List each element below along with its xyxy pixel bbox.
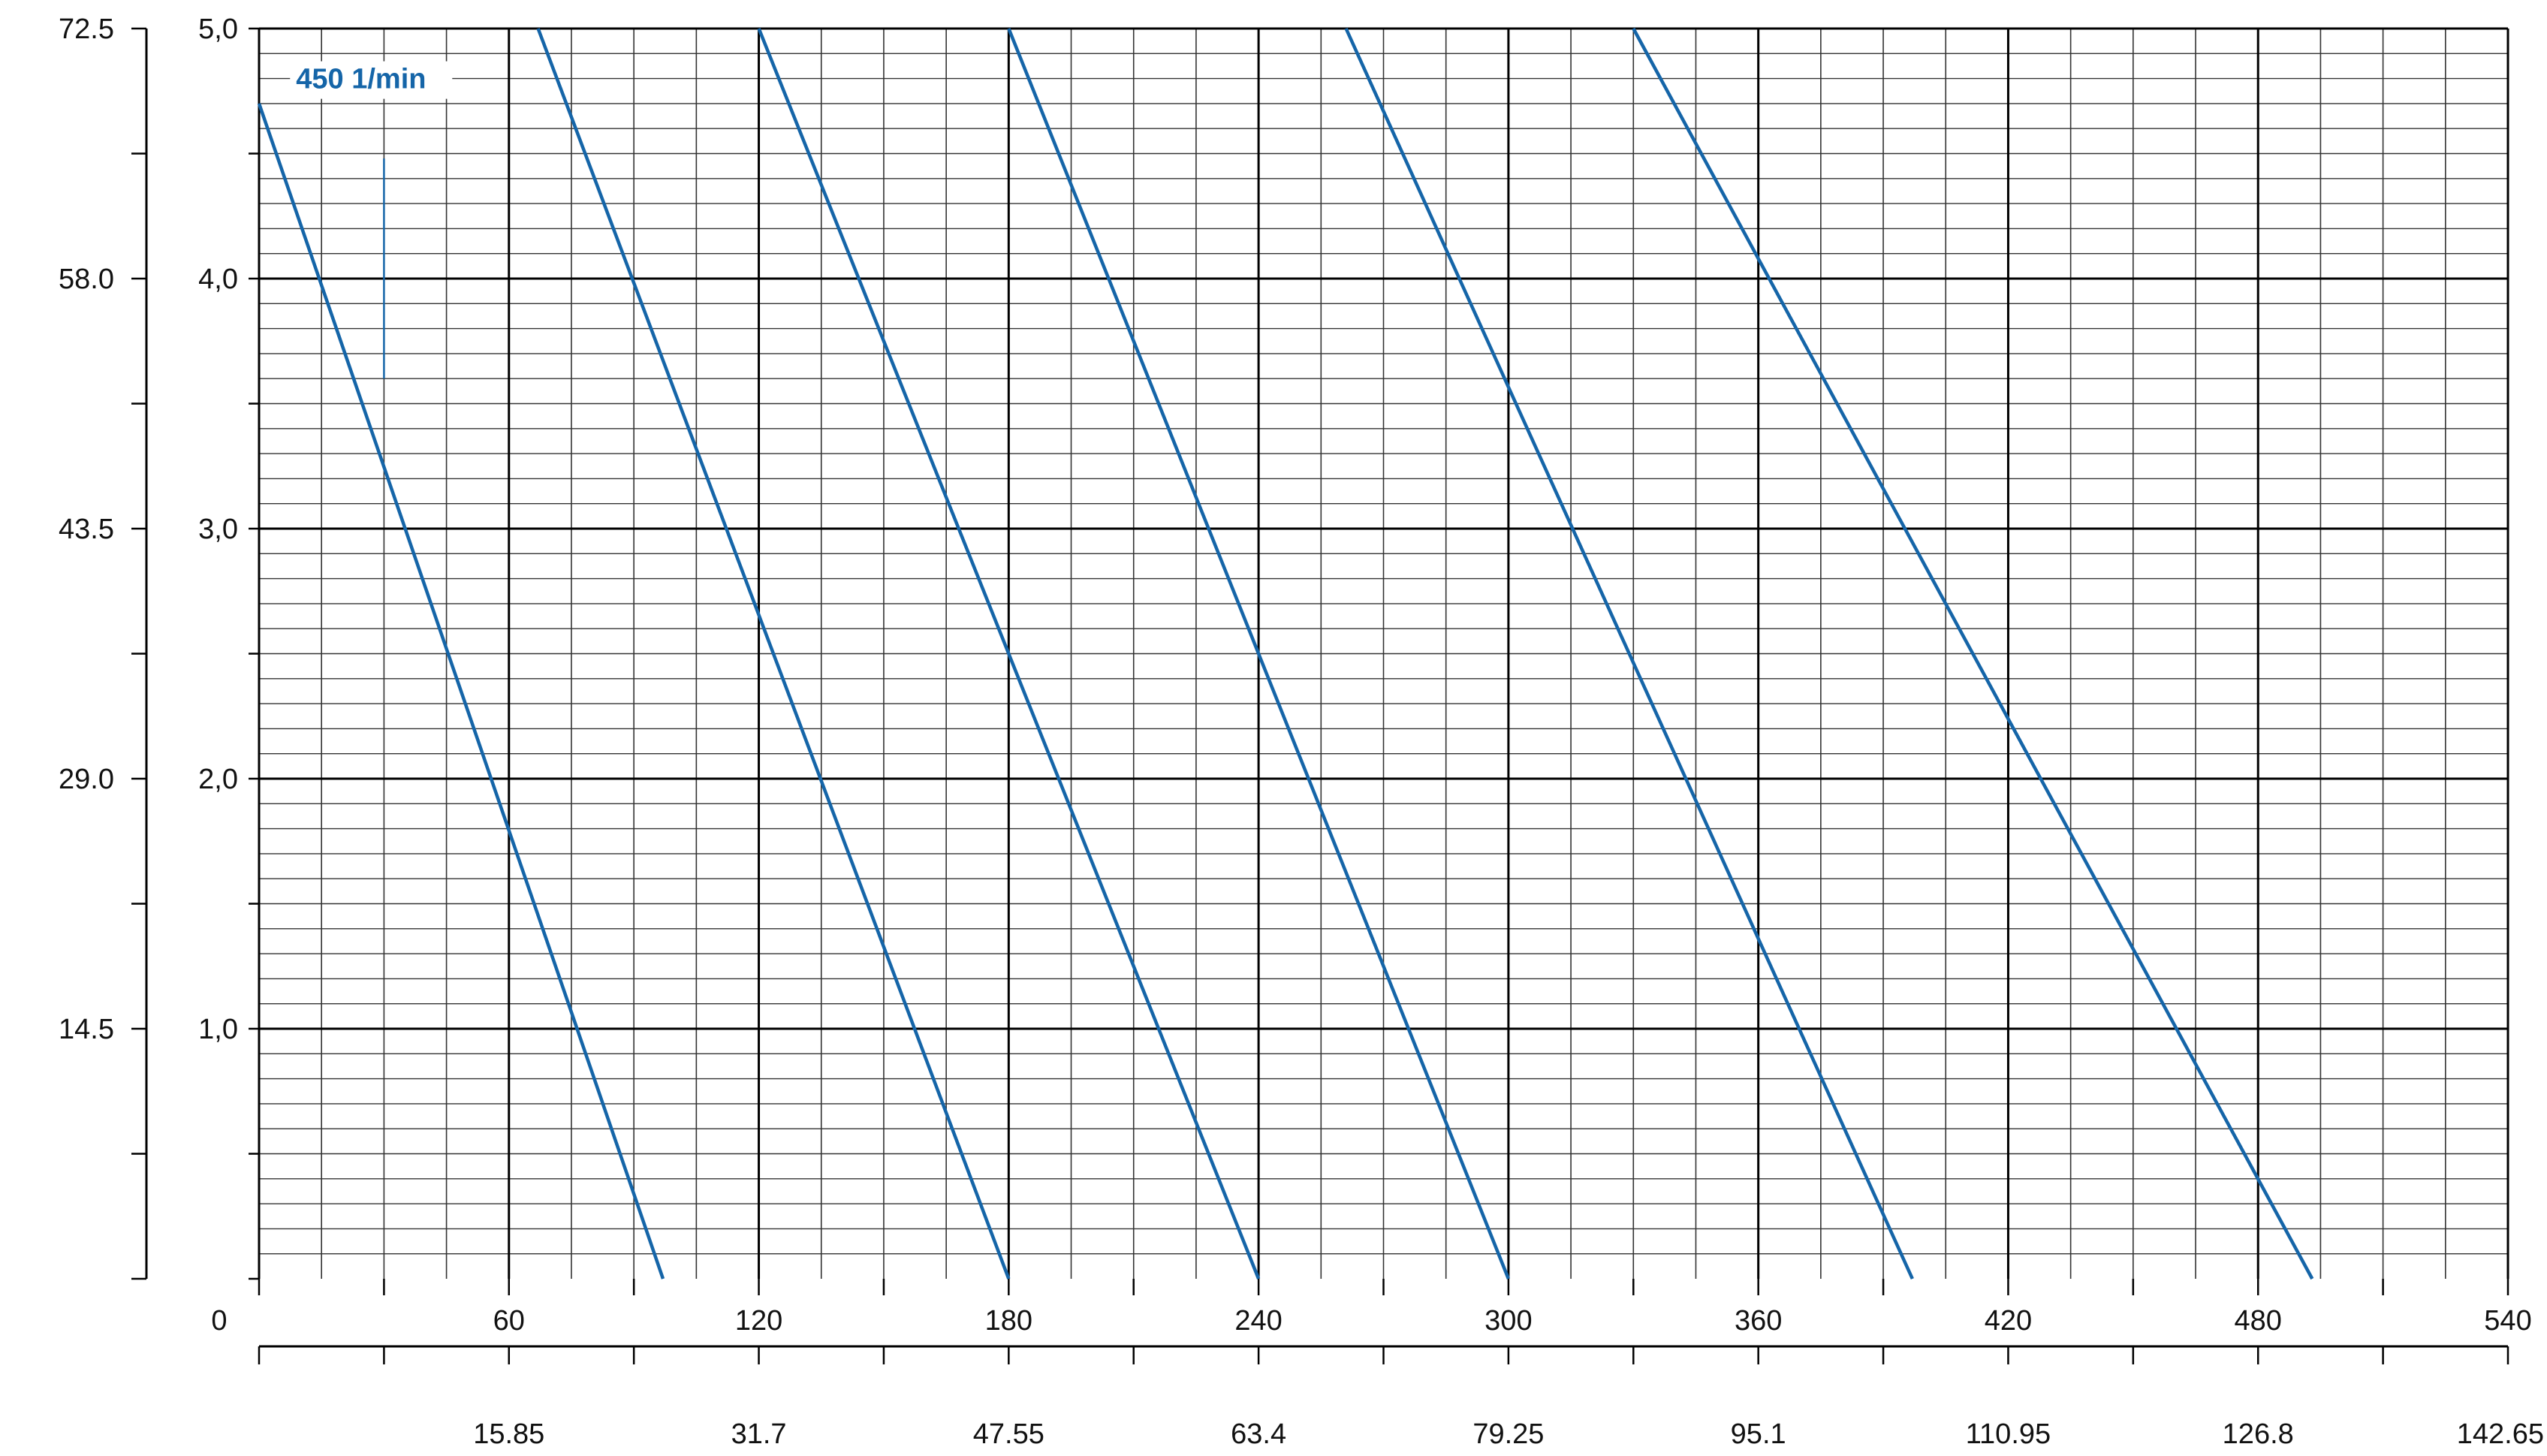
- series-line-3: [757, 28, 1261, 1280]
- secondary-x-tick-label: 79.25: [1472, 1418, 1544, 1450]
- secondary-x-tick-label: 63.4: [1231, 1418, 1286, 1450]
- outer-y-tick-label: 58.0: [59, 264, 114, 295]
- series-line-4: [1007, 28, 1510, 1280]
- series-line-5: [1344, 28, 1914, 1280]
- x-tick-label: 540: [2484, 1305, 2531, 1337]
- inner-y-tick-label: 3,0: [198, 514, 238, 545]
- x-tick-label: 60: [493, 1305, 525, 1337]
- x-tick-label: 180: [985, 1305, 1032, 1337]
- series-line-1: [257, 103, 665, 1280]
- inner-y-tick-label: 1,0: [198, 1014, 238, 1045]
- series-line-2: [536, 28, 1011, 1280]
- annotation-layer: 450 1/min: [290, 61, 453, 379]
- tick-labels: 1,0 2,0 3,0 4,0 5,0 14.5 29.0 43.5 58.0 72.5 0 60 12…: [59, 14, 2544, 1450]
- series-line-6: [1632, 27, 2314, 1280]
- inner-y-tick-label: 5,0: [198, 14, 238, 45]
- minor-grid: [259, 29, 2508, 1279]
- outer-y-tick-label: 29.0: [59, 764, 114, 795]
- major-grid: [259, 27, 2509, 1279]
- x-tick-label: 360: [1735, 1305, 1782, 1337]
- secondary-x-tick-label: 142.65: [2457, 1418, 2544, 1450]
- outer-y-tick-label: 14.5: [59, 1014, 114, 1045]
- secondary-x-tick-label: 47.55: [973, 1418, 1044, 1450]
- x-tick-label: 120: [735, 1305, 782, 1337]
- secondary-x-tick-label: 15.85: [473, 1418, 544, 1450]
- x-tick-label: 0: [211, 1305, 227, 1337]
- speed-label: 450 1/min: [296, 64, 426, 95]
- series-layer: [257, 27, 2314, 1280]
- x-tick-label: 300: [1484, 1305, 1532, 1337]
- secondary-x-tick-label: 95.1: [1731, 1418, 1786, 1450]
- axes: [131, 27, 2509, 1364]
- x-tick-label: 420: [1985, 1305, 2032, 1337]
- secondary-x-tick-label: 110.95: [1966, 1418, 2051, 1450]
- inner-y-tick-label: 4,0: [198, 264, 238, 295]
- annotation-label-bg: [290, 61, 453, 99]
- secondary-x-tick-label: 31.7: [731, 1418, 787, 1450]
- x-tick-label: 480: [2235, 1305, 2282, 1337]
- secondary-x-tick-label: 126.8: [2223, 1418, 2294, 1450]
- outer-y-tick-label: 43.5: [59, 514, 114, 545]
- x-tick-label: 240: [1234, 1305, 1282, 1337]
- outer-y-tick-label: 72.5: [59, 14, 114, 45]
- inner-y-tick-label: 2,0: [198, 764, 238, 795]
